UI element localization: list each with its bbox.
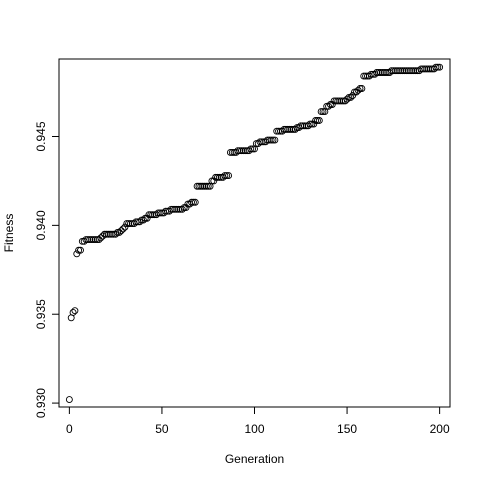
data-point	[97, 234, 105, 242]
data-point	[325, 102, 333, 110]
x-tick-label: 150	[337, 422, 357, 436]
data-point	[351, 88, 358, 96]
data-point	[341, 97, 349, 105]
data-point	[328, 101, 336, 108]
data-point	[352, 88, 360, 96]
data-point	[267, 136, 275, 144]
data-point	[312, 117, 320, 124]
x-axis-label: Generation	[225, 452, 284, 466]
data-point	[117, 227, 125, 235]
data-point	[356, 85, 364, 92]
data-point	[317, 108, 325, 116]
y-tick-label: 0.940	[34, 210, 48, 240]
y-tick-label: 0.945	[34, 121, 48, 151]
x-axis: 0 50 100 150 200	[66, 406, 450, 436]
data-point	[180, 204, 188, 212]
data-point	[313, 117, 321, 124]
data-point	[434, 63, 442, 71]
data-point	[306, 120, 314, 128]
data-point	[308, 120, 316, 128]
data-point	[436, 63, 444, 71]
data-point	[269, 136, 277, 144]
data-point	[315, 117, 323, 124]
data-point	[143, 214, 151, 222]
data-point	[326, 101, 334, 108]
data-point	[221, 172, 229, 180]
x-tick-label: 200	[430, 422, 450, 436]
data-point	[343, 95, 351, 103]
data-point	[349, 92, 357, 100]
x-tick-label: 50	[155, 422, 169, 436]
data-point	[121, 223, 129, 231]
data-point	[188, 198, 196, 206]
y-axis: 0.930 0.935 0.940 0.945	[34, 121, 60, 418]
data-points	[65, 63, 444, 403]
y-axis-label: Fitness	[2, 214, 16, 253]
data-point	[115, 229, 123, 236]
data-point	[95, 236, 103, 244]
data-point	[75, 246, 83, 254]
data-point	[247, 145, 255, 153]
data-point	[339, 97, 347, 105]
data-point	[310, 120, 318, 128]
data-point	[208, 177, 216, 185]
data-point	[345, 93, 353, 101]
data-point	[77, 246, 84, 254]
data-point	[223, 172, 231, 180]
data-point	[136, 218, 144, 226]
data-point	[178, 205, 186, 213]
data-point	[114, 229, 121, 236]
data-point	[347, 93, 355, 101]
data-point	[249, 145, 257, 153]
y-tick-label: 0.930	[34, 388, 48, 418]
data-point	[210, 177, 218, 185]
data-point	[93, 236, 101, 244]
data-point	[119, 225, 127, 233]
data-point	[291, 125, 299, 133]
data-point	[139, 216, 147, 224]
data-point	[182, 204, 190, 212]
data-point	[189, 198, 197, 206]
data-point	[319, 108, 327, 116]
x-tick-label: 0	[66, 422, 73, 436]
data-point	[69, 308, 77, 316]
data-point	[71, 307, 79, 315]
data-point	[432, 63, 440, 71]
data-point	[112, 230, 120, 238]
data-point	[358, 85, 366, 92]
data-point	[225, 172, 233, 180]
data-point	[65, 396, 73, 403]
y-tick-label: 0.935	[34, 299, 48, 329]
x-tick-label: 100	[244, 422, 264, 436]
data-point	[204, 182, 212, 190]
data-point	[271, 136, 279, 144]
data-point	[191, 198, 199, 206]
data-point	[354, 86, 362, 94]
data-point	[202, 182, 210, 190]
data-point	[73, 250, 81, 258]
data-point	[141, 214, 149, 222]
